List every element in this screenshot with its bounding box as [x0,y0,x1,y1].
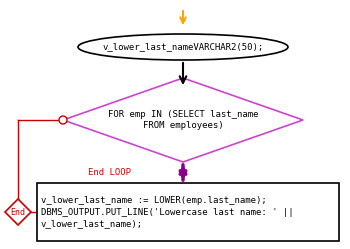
Polygon shape [63,78,303,162]
Text: v_lower_last_name := LOWER(emp.last_name);
DBMS_OUTPUT.PUT_LINE('Lowercase last : v_lower_last_name := LOWER(emp.last_name… [41,196,294,228]
Text: FOR emp IN (SELECT last_name
FROM employees): FOR emp IN (SELECT last_name FROM employ… [108,110,258,130]
Polygon shape [5,199,31,225]
Text: End LOOP: End LOOP [89,168,132,177]
Circle shape [59,116,67,124]
Text: v_lower_last_nameVARCHAR2(50);: v_lower_last_nameVARCHAR2(50); [102,43,264,52]
Text: End: End [10,207,26,216]
Bar [37,183,339,241]
Ellipse shape [78,34,288,60]
